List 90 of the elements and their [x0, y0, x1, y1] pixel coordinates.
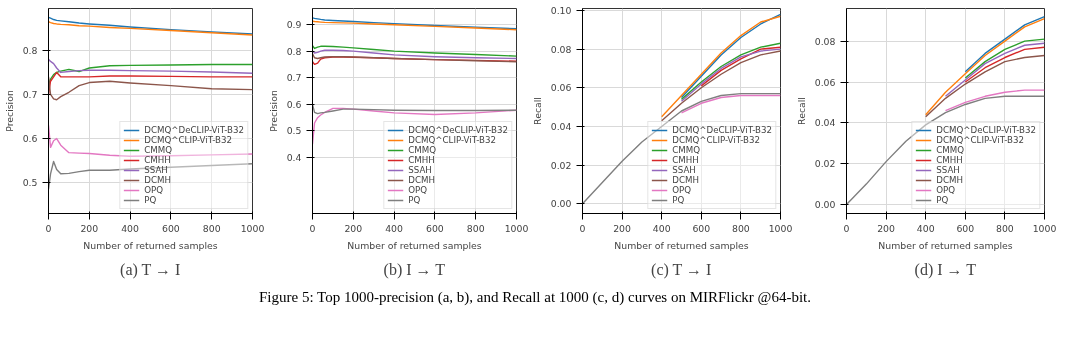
legend-label: CMMQ [936, 145, 965, 155]
legend-label: CMMQ [672, 145, 701, 155]
x-axis-title: Number of returned samples [347, 239, 482, 251]
x-tick-label: 400 [121, 222, 140, 234]
y-tick-label: 0.9 [286, 18, 302, 30]
x-tick-label: 0 [579, 222, 586, 234]
legend-label: DCMQ^CLIP-ViT-B32 [672, 135, 761, 145]
legend-label: DCMH [936, 175, 963, 185]
y-tick-label: 0.7 [22, 88, 38, 100]
x-tick-label: 0 [45, 222, 52, 234]
x-axis-title: Number of returned samples [614, 239, 749, 251]
legend-label: CMHH [936, 155, 963, 165]
y-axis-title: Recall [795, 97, 807, 125]
legend-label: PQ [936, 195, 950, 205]
y-tick-label: 0.5 [286, 125, 302, 137]
legend-label: DCMH [144, 175, 171, 185]
y-tick-label: 0.08 [814, 35, 836, 47]
x-axis-title: Number of returned samples [83, 239, 218, 251]
x-tick-label: 1000 [504, 222, 529, 234]
y-tick-label: 0.02 [814, 158, 836, 170]
x-tick-label: 600 [956, 222, 975, 234]
y-tick-label: 0.08 [550, 43, 572, 55]
x-tick-label: 1000 [240, 222, 265, 234]
legend-label: SSAH [144, 165, 168, 175]
legend-label: DCMQ^CLIP-ViT-B32 [144, 135, 233, 145]
legend-label: PQ [408, 195, 422, 205]
legend-label: DCMH [672, 175, 699, 185]
legend-label: OPQ [408, 185, 429, 195]
legend-label: DCMQ^DeCLIP-ViT-B32 [672, 125, 772, 135]
legend-label: DCMQ^DeCLIP-ViT-B32 [936, 125, 1036, 135]
legend-label: OPQ [144, 185, 165, 195]
legend-label: CMHH [144, 155, 171, 165]
y-tick-label: 0.04 [814, 117, 836, 129]
legend-label: PQ [144, 195, 158, 205]
legend-label: OPQ [672, 185, 693, 195]
legend-label: SSAH [936, 165, 960, 175]
y-tick-label: 0.06 [550, 82, 572, 94]
caption: Figure 5: Top 1000-precision (a, b), and Recall at 1000 (c, d) curves on MIRFlickr @64-bit. [259, 288, 811, 307]
x-tick-label: 800 [996, 222, 1014, 234]
legend-label: DCMQ^CLIP-ViT-B32 [408, 135, 497, 145]
legend-label: DCMQ^DeCLIP-ViT-B32 [144, 125, 244, 135]
x-tick-label: 400 [652, 222, 671, 234]
y-tick-label: 0.7 [286, 72, 302, 84]
x-tick-label: 1000 [1032, 222, 1057, 234]
y-tick-label: 0.04 [550, 120, 572, 132]
legend-label: PQ [672, 195, 686, 205]
y-tick-label: 0.02 [550, 159, 572, 171]
y-tick-label: 0.8 [22, 44, 38, 56]
legend-label: CMHH [672, 155, 699, 165]
x-tick-label: 800 [732, 222, 750, 234]
x-tick-label: 200 [877, 222, 896, 234]
y-tick-label: 0.00 [550, 198, 572, 210]
legend-label: CMHH [408, 155, 435, 165]
text: (c) T → I [651, 260, 712, 279]
x-tick-label: 600 [162, 222, 180, 234]
y-tick-label: 0.4 [286, 152, 302, 164]
legend-label: SSAH [408, 165, 432, 175]
legend-label: DCMQ^CLIP-ViT-B32 [936, 135, 1025, 145]
text: (b) I → T [383, 260, 446, 279]
y-tick-label: 0.6 [22, 133, 38, 145]
x-tick-label: 200 [344, 222, 363, 234]
x-tick-label: 0 [843, 222, 850, 234]
x-tick-label: 200 [80, 222, 99, 234]
y-tick-label: 0.10 [550, 4, 572, 16]
x-tick-label: 1000 [768, 222, 793, 234]
x-tick-label: 600 [692, 222, 711, 234]
legend-label: CMMQ [408, 145, 437, 155]
legend-label: DCMQ^DeCLIP-ViT-B32 [408, 125, 508, 135]
y-axis-title: Recall [531, 97, 543, 125]
x-tick-label: 400 [916, 222, 935, 234]
y-tick-label: 0.5 [22, 177, 38, 189]
legend-label: OPQ [936, 185, 957, 195]
x-axis-title: Number of returned samples [878, 239, 1013, 251]
y-tick-label: 0.00 [814, 199, 836, 211]
y-tick-label: 0.06 [814, 76, 836, 88]
y-tick-label: 0.6 [286, 98, 302, 110]
y-axis-title: Precision [267, 90, 279, 132]
y-axis-title: Precision [3, 90, 15, 132]
x-tick-label: 600 [426, 222, 444, 234]
x-tick-label: 200 [613, 222, 632, 234]
legend-label: SSAH [672, 165, 696, 175]
x-tick-label: 800 [202, 222, 221, 234]
legend-label: DCMH [408, 175, 435, 185]
x-tick-label: 0 [309, 222, 316, 234]
x-tick-label: 400 [385, 222, 404, 234]
text: (d) I → T [914, 260, 977, 279]
text: (a) T → I [120, 260, 181, 279]
y-tick-label: 0.8 [286, 45, 302, 57]
legend-label: CMMQ [144, 145, 173, 155]
x-tick-label: 800 [466, 222, 485, 234]
